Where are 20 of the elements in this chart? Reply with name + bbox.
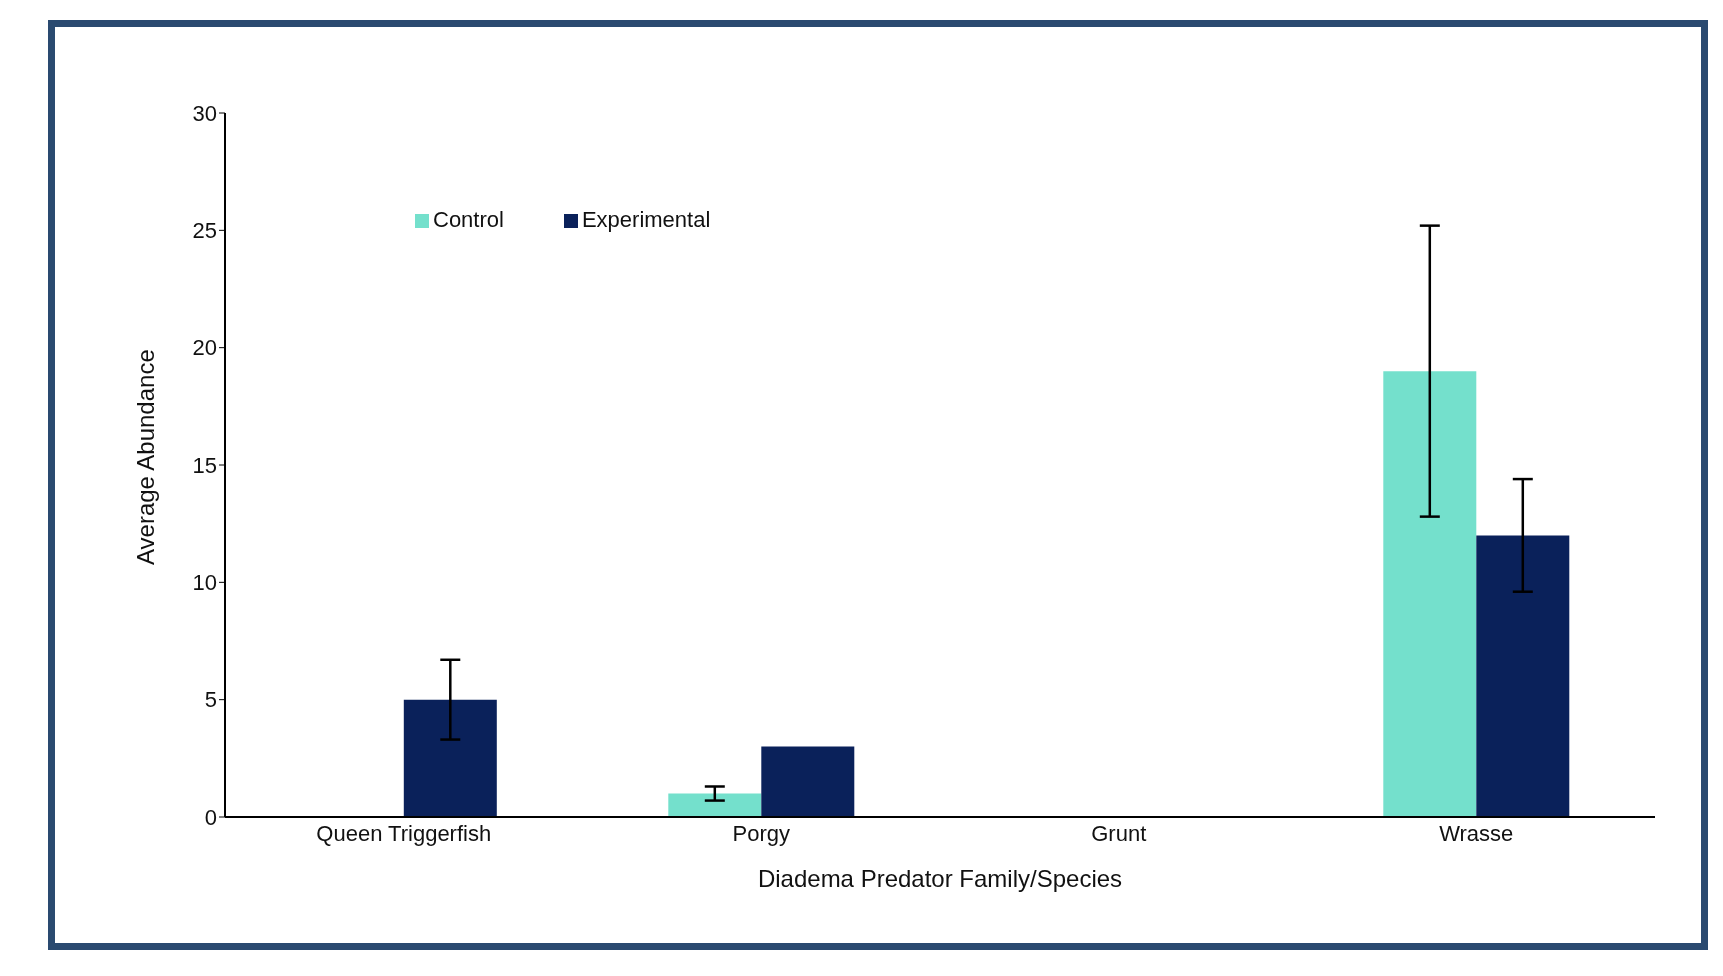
- x-axis-title: Diadema Predator Family/Species: [757, 865, 1123, 892]
- bar: [403, 699, 497, 817]
- y-tick-label: 10: [192, 570, 217, 596]
- y-tick-label: 5: [204, 687, 217, 713]
- x-tick-label: Porgy: [732, 820, 790, 846]
- bar: [1476, 535, 1570, 817]
- x-tick-label: Wrasse: [1439, 820, 1514, 846]
- x-tick-label: Grunt: [1091, 820, 1147, 846]
- y-tick-label: 25: [192, 218, 217, 244]
- y-axis-title: Average Abundance: [131, 349, 159, 565]
- bar: [1383, 371, 1477, 817]
- legend-label: Control: [433, 207, 504, 232]
- bar: [668, 793, 762, 817]
- bar: [761, 746, 855, 817]
- y-tick-label: 15: [192, 452, 217, 478]
- x-tick-label: Queen Triggerfish: [316, 820, 492, 846]
- y-tick-label: 30: [192, 100, 217, 126]
- y-tick-label: 0: [204, 804, 217, 830]
- y-tick-label: 20: [192, 335, 217, 361]
- legend-label: Experimental: [581, 207, 711, 232]
